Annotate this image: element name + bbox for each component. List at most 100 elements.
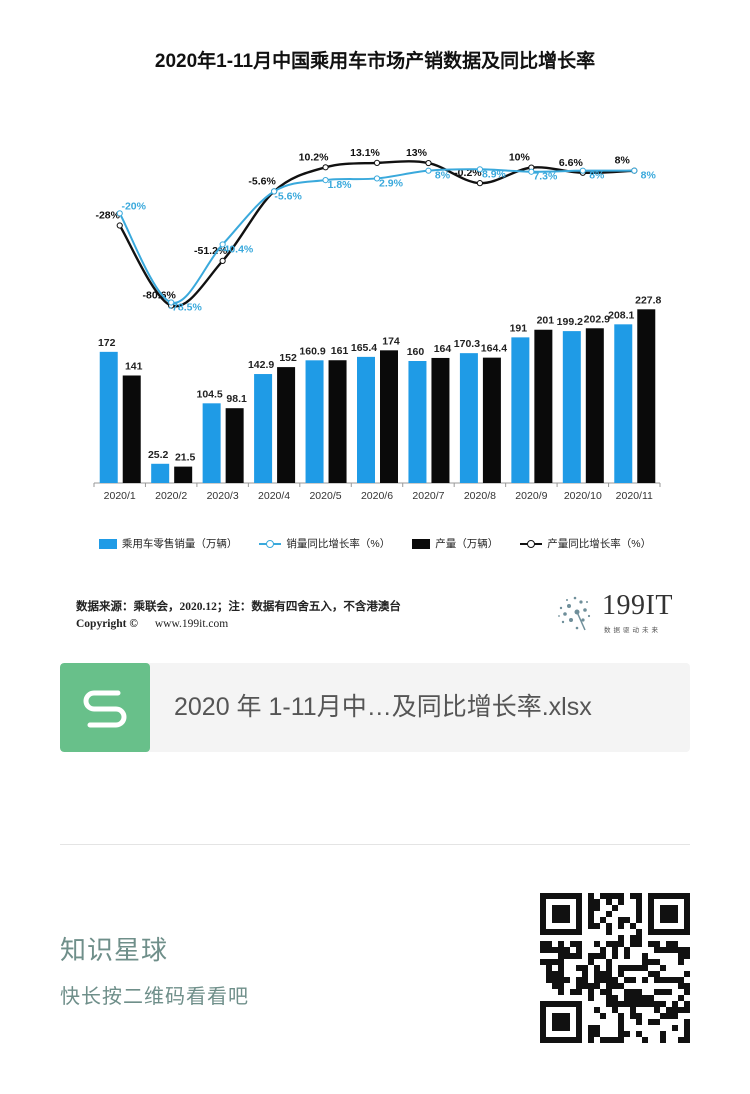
bar-production <box>637 309 656 483</box>
bar-data-label: 165.4 <box>351 342 377 354</box>
production-growth-point <box>425 159 432 167</box>
legend-label: 产量（万辆） <box>435 538 499 550</box>
legend-swatch <box>259 538 282 550</box>
bar-production <box>122 375 141 483</box>
copyright: Copyright © <box>76 618 138 630</box>
legend-item-production: 产量（万辆） <box>412 536 498 551</box>
bar-production <box>534 329 553 483</box>
sales-growth-label: 1.8% <box>328 179 353 191</box>
bar-data-label: 227.8 <box>635 294 661 306</box>
production-growth-label: 13.1% <box>350 147 380 159</box>
legend-swatch <box>520 538 543 550</box>
bar-data-label: 21.5 <box>175 452 196 464</box>
bar-retail-sales <box>305 360 324 483</box>
copyright-line: Copyright © www.199it.com <box>76 618 228 630</box>
legend-label: 销量同比增长率（%） <box>286 538 391 550</box>
sales-growth-point <box>116 210 123 217</box>
bar-data-label: 201 <box>537 315 555 327</box>
sales-growth-label: -5.6% <box>274 190 302 202</box>
x-tick-label: 2020/10 <box>564 490 602 502</box>
sales-growth-label: 8% <box>435 170 451 182</box>
sales-growth-label: 2.9% <box>379 177 404 189</box>
bar-production <box>482 357 501 483</box>
production-growth-line <box>118 160 635 308</box>
production-growth-label: -80.6% <box>143 290 177 302</box>
bar-data-label: 160 <box>407 346 425 358</box>
x-tick-label: 2020/2 <box>155 490 187 502</box>
legend-label: 产量同比增长率（%） <box>547 538 652 550</box>
file-name: 2020 年 1-11月中…及同比增长率.xlsx <box>174 693 592 721</box>
bar-retail-sales <box>151 463 170 483</box>
chart-plot: 2020/1 172 141 2020/2 25.2 21.5 2020/3 104.5 98.… <box>93 147 662 502</box>
bar-data-label: 98.1 <box>226 393 247 405</box>
bar-data-label: 202.9 <box>584 313 610 325</box>
source-note: 数据来源：乘联会，2020.12；注：数据有四舍五入，不含港澳台 <box>76 601 401 613</box>
bar-data-label: 199.2 <box>557 316 583 328</box>
bar-data-label: 25.2 <box>148 449 169 461</box>
sales-growth-label: 8% <box>589 170 605 182</box>
sales-growth-point <box>322 177 329 184</box>
production-growth-label: 8% <box>615 155 631 167</box>
x-tick-label: 2020/6 <box>361 490 393 502</box>
bar-data-label: 160.9 <box>299 345 325 357</box>
bar-data-label: 208.1 <box>608 309 634 321</box>
footer-subtitle: 快长按二维码看看吧 <box>60 986 249 1008</box>
bar-data-label: 164 <box>434 343 452 355</box>
qr-code-icon[interactable] <box>540 893 690 1043</box>
sales-growth-point <box>219 241 226 248</box>
file-attachment-card[interactable]: 2020 年 1-11月中…及同比增长率.xlsx <box>60 663 690 752</box>
bar-production <box>585 328 604 483</box>
bar-retail-sales <box>562 331 581 483</box>
bar-data-label: 164.4 <box>481 343 507 355</box>
sales-growth-point <box>168 299 175 306</box>
brand-tagline: 数据驱动未来 <box>604 627 661 634</box>
bar-data-label: 142.9 <box>248 359 274 371</box>
bar-data-label: 191 <box>510 322 528 334</box>
sales-growth-point <box>476 166 484 173</box>
x-tick-label: 2020/11 <box>616 490 653 502</box>
bar-data-label: 174 <box>382 335 400 347</box>
legend-item-sales-growth: 销量同比增长率（%） <box>259 536 390 551</box>
bar-data-label: 172 <box>98 337 116 349</box>
sales-growth-label: -40.4% <box>220 243 254 255</box>
sales-growth-label: 8.9% <box>482 168 507 180</box>
sales-growth-point <box>373 175 381 182</box>
footer-title: 知识星球 <box>60 935 169 965</box>
bar-retail-sales <box>357 356 375 483</box>
sales-growth-point <box>528 168 535 175</box>
divider <box>60 844 690 845</box>
sales-growth-point <box>631 167 638 174</box>
sales-growth-line <box>118 168 635 304</box>
production-growth-point <box>373 159 381 166</box>
bar-production <box>328 360 347 483</box>
bar-retail-sales <box>614 324 633 483</box>
production-growth-label: 13% <box>406 147 428 159</box>
bar-production <box>277 367 296 483</box>
legend-item-production-growth: 产量同比增长率（%） <box>520 536 651 551</box>
bar-data-label: 141 <box>125 360 143 372</box>
bar-data-label: 152 <box>279 352 297 364</box>
sales-growth-point <box>270 188 278 195</box>
legend-swatch <box>412 538 431 549</box>
bar-production <box>225 408 244 483</box>
x-tick-label: 2020/7 <box>412 490 444 502</box>
x-tick-label: 2020/3 <box>207 490 239 502</box>
bar-retail-sales <box>408 361 427 483</box>
bar-data-label: 104.5 <box>196 388 222 400</box>
bar-production <box>431 357 450 483</box>
sales-growth-label: -78.5% <box>169 301 203 313</box>
sales-growth-label: 7.3% <box>533 171 558 183</box>
sales-growth-point <box>579 167 586 174</box>
bar-retail-sales <box>99 351 118 483</box>
sales-growth-label: 8% <box>641 170 657 182</box>
legend-label: 乘用车零售销量（万辆） <box>121 538 238 550</box>
bar-retail-sales <box>459 353 478 483</box>
bar-retail-sales <box>254 374 273 483</box>
x-tick-label: 2020/9 <box>515 490 547 502</box>
brand-name: 199IT <box>602 590 673 621</box>
bar-data-label: 161 <box>331 345 349 357</box>
production-growth-label: -28% <box>95 210 120 222</box>
legend-swatch <box>98 538 117 549</box>
x-tick-label: 2020/8 <box>464 490 496 502</box>
bar-data-label: 170.3 <box>454 338 480 350</box>
